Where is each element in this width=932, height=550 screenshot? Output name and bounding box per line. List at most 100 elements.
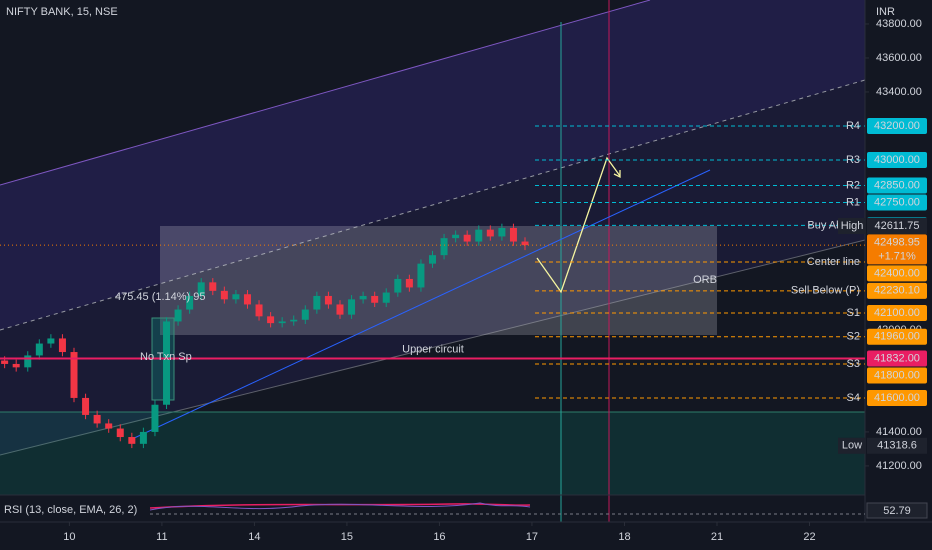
- candle-body: [429, 255, 436, 264]
- price-box-label: 42850.00: [874, 179, 920, 191]
- candle-body: [371, 295, 379, 303]
- candle-body: [405, 278, 413, 288]
- x-tick-label: 16: [433, 531, 445, 543]
- price-box-label: 43000.00: [874, 154, 920, 166]
- rsi-ma: [149, 503, 531, 509]
- candle-body: [486, 229, 494, 237]
- low_mark-value: 41318.6: [877, 440, 917, 452]
- candle-body: [521, 241, 529, 246]
- candle-body: [139, 431, 147, 444]
- orb-box: [160, 226, 717, 335]
- annotation: ORB: [693, 274, 717, 286]
- price-box-label: 41600.00: [874, 392, 920, 404]
- annotation: No Txn Sp: [140, 351, 192, 363]
- price-box: [867, 265, 927, 282]
- level-name: Sell Below (P): [791, 285, 860, 297]
- price-box-label: 41960.00: [874, 331, 920, 343]
- candle-body: [220, 290, 228, 300]
- candle-body: [70, 352, 78, 398]
- price-box-label: 42230.10: [874, 285, 920, 297]
- price-box: [867, 304, 927, 321]
- candle-body: [186, 295, 194, 310]
- candle-body: [301, 309, 309, 320]
- candle-body: [209, 282, 217, 291]
- trend-line: [129, 169, 711, 441]
- price-box: [867, 367, 927, 384]
- price-box: [867, 282, 927, 299]
- y-tick-label: 43800.00: [876, 18, 922, 30]
- annotation: 475.45 (1.14%) 95: [115, 291, 206, 303]
- candle-body: [324, 295, 332, 305]
- candle-body: [440, 238, 448, 256]
- channel-line: [0, 0, 651, 186]
- rsi-value: 52.79: [883, 505, 911, 517]
- candle-body: [47, 338, 55, 344]
- rsi-label: RSI (13, close, EMA, 26, 2): [4, 504, 137, 516]
- candle-body: [174, 309, 182, 322]
- y-tick-label: 43400.00: [876, 86, 922, 98]
- level-name: R4: [846, 120, 860, 132]
- level-name: S2: [847, 331, 860, 343]
- price-box-label: 43200.00: [874, 120, 920, 132]
- price-box-label: 42400.00: [874, 267, 920, 279]
- candle-body: [35, 343, 43, 356]
- chart-title: NIFTY BANK, 15, NSE: [6, 6, 118, 18]
- candle-body: [475, 229, 483, 242]
- price-box: [867, 117, 927, 134]
- price-box: [867, 151, 927, 168]
- low_mark-box: [867, 437, 927, 454]
- y-tick-label: 43600.00: [876, 52, 922, 64]
- candle-body: [313, 295, 321, 310]
- candle-body: [394, 278, 402, 293]
- candle-body: [243, 294, 251, 305]
- level-name: S3: [847, 358, 860, 370]
- price-box-label: 42100.00: [874, 307, 920, 319]
- x-tick-label: 21: [711, 531, 723, 543]
- price-box-label: 42750.00: [874, 196, 920, 208]
- candle-body: [1, 360, 9, 364]
- candle-body: [267, 316, 275, 324]
- level-name: R2: [846, 179, 860, 191]
- candle-body: [509, 227, 517, 242]
- arrow-head: [613, 170, 621, 179]
- candle-body: [255, 304, 263, 317]
- last-change: +1.71%: [878, 250, 916, 262]
- candle-body: [278, 321, 286, 324]
- level-name: S4: [847, 392, 860, 404]
- candle-body: [290, 319, 298, 322]
- candle-body: [151, 404, 159, 432]
- x-tick-label: 10: [63, 531, 75, 543]
- channel-midline: [0, 79, 866, 331]
- low_mark-tag: [838, 437, 866, 454]
- price-box: [867, 177, 927, 194]
- x-tick-label: 11: [156, 531, 167, 543]
- price-box: [867, 389, 927, 406]
- y-tick-label: 41200.00: [876, 460, 922, 472]
- price-box: [867, 350, 927, 367]
- candle-body: [359, 295, 367, 300]
- price-box-label: 41800.00: [874, 369, 920, 381]
- high_mark-tag: [838, 217, 866, 234]
- y-tick-label: 41400.00: [876, 426, 922, 438]
- price-box: [867, 194, 927, 211]
- candle-body: [116, 428, 124, 438]
- candle-body: [463, 234, 471, 242]
- candle-body: [417, 263, 425, 288]
- low_mark-name: Low: [842, 440, 862, 452]
- level-name: R1: [846, 196, 860, 208]
- last-price-box: [867, 234, 927, 265]
- candle-body: [336, 304, 344, 315]
- x-tick-label: 17: [526, 531, 538, 543]
- upper-channel: [0, 0, 865, 330]
- level-name: S1: [847, 307, 860, 319]
- currency: INR: [876, 6, 895, 18]
- candle-body: [12, 363, 20, 368]
- candle-body: [382, 292, 390, 303]
- price-box: [867, 328, 927, 345]
- candle-body: [93, 414, 101, 424]
- candle-body: [348, 299, 356, 315]
- level-name: Center line: [807, 256, 860, 268]
- level-name: R3: [846, 154, 860, 166]
